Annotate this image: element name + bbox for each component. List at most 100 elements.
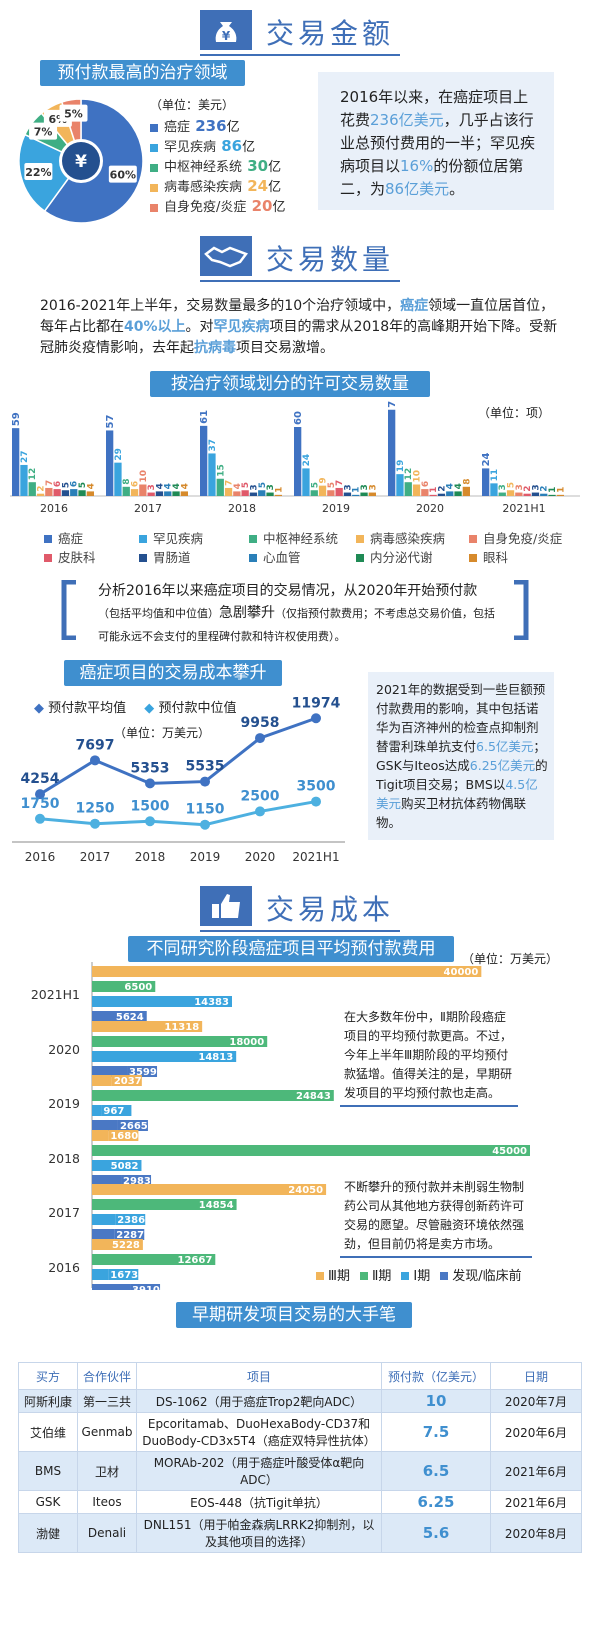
legend-name: 病毒感染疾病 [370, 531, 446, 546]
hbar-bar [92, 1269, 109, 1280]
line-point [200, 819, 210, 830]
license-bar [498, 492, 506, 496]
hbar-bar [92, 1021, 203, 1032]
license-bar-label: 12 [404, 468, 414, 481]
license-bar [274, 494, 282, 496]
hbar-y-tick: 2021H1 [31, 987, 80, 1002]
legend-swatch [359, 1272, 368, 1280]
table-cell: 艾伯维 [18, 1412, 78, 1452]
legend-swatch [249, 535, 257, 543]
amount-info-text: 2016年以来，在癌症项目上花费236亿美元，几乎占该行业总预付费用的一半；罕见… [340, 86, 540, 201]
line-point [35, 789, 45, 800]
legend-swatch [356, 554, 364, 562]
hbar-bar-label: 1680 [110, 1131, 138, 1142]
legend-swatch [139, 554, 147, 562]
table-row: BMS 卫材 MORAb-202（用于癌症叶酸受体α靶向ADC） 6.5 2021年6月 [18, 1451, 582, 1491]
license-bar [454, 491, 462, 496]
license-bar-label: 4 [446, 483, 456, 489]
table-cell: Iteos [77, 1490, 137, 1514]
license-bar [164, 491, 172, 496]
pie-slice-label: 60% [110, 169, 136, 182]
pie-unit: （单位：美元） [150, 98, 235, 112]
hbar-bar [92, 1011, 147, 1022]
hbar-label-bg [108, 1269, 139, 1280]
quote-t4: （仅指预付款费用；不考虑总交易价值，包括可能永远不会支付的里程碑付款和特许权使用… [98, 607, 495, 643]
license-bar-label: 3 [147, 484, 157, 490]
legend-name: 发现/临床前 [452, 1269, 522, 1284]
table-cell: MORAb-202（用于癌症叶酸受体α靶向ADC） [136, 1451, 382, 1491]
legend-name: 中枢神经系统 [164, 160, 243, 175]
license-bar [139, 484, 147, 496]
hbar-bar [92, 1090, 334, 1101]
license-bar [70, 489, 78, 496]
hbar-bar-label: 12667 [177, 1255, 212, 1266]
section-title-text: 交易成本 [266, 893, 395, 926]
hbar-bar-label: 45000 [492, 1146, 527, 1157]
line-legend-mean: 预付款平均值 [48, 701, 127, 716]
license-legend-item: 心血管 [249, 547, 356, 566]
legend-unit: 亿 [268, 160, 282, 175]
legend-name: 罕见疾病 [153, 531, 204, 546]
line-point-label: 2500 [241, 788, 280, 804]
line-legend-median: 预付款中位值 [158, 701, 237, 716]
legend-name: 癌症 [164, 120, 191, 135]
license-bar [86, 491, 94, 496]
license-bar [61, 490, 70, 496]
license-unit: （单位：项） [478, 406, 551, 420]
license-bar-label: 6 [70, 481, 80, 487]
thumbs-up-icon [200, 886, 252, 926]
legend-value: 30 [242, 157, 269, 175]
hbar-label-bg [101, 1105, 132, 1116]
license-bar [241, 490, 249, 496]
legend-swatch [469, 554, 477, 562]
hbar-bar [92, 1145, 530, 1156]
legend-name: Ⅱ期 [371, 1269, 392, 1284]
license-x-tick: 2016 [40, 502, 68, 515]
line-info-v2: 6.25亿美元 [469, 758, 536, 773]
line-point-label: 5535 [186, 759, 225, 775]
table-cell: 2020年7月 [490, 1389, 582, 1413]
license-bar-label: 12 [28, 468, 38, 481]
hbar-bar-label: 6500 [124, 982, 152, 993]
license-bar-label: 4 [155, 483, 165, 489]
license-bar-label: 10 [413, 470, 423, 483]
license-bar-label: 29 [114, 448, 124, 461]
hbar-bar-label: 3599 [129, 1067, 157, 1078]
license-bar-label: 3 [531, 484, 541, 490]
section-title-count: 交易数量 [200, 236, 400, 282]
license-bar [224, 487, 233, 496]
license-bar [343, 492, 352, 496]
legend-swatch [44, 535, 52, 543]
table-cell: EOS-448（抗Tigit单抗） [136, 1490, 382, 1514]
money-bag-icon: ¥ [200, 10, 252, 50]
yen-icon: ¥ [75, 152, 87, 172]
amount-info-p4: 。 [449, 180, 465, 198]
pie-legend-item: 癌症 236亿 [150, 116, 310, 136]
pie-legend-item: 中枢神经系统 30亿 [150, 156, 310, 176]
legend-unit: 亿 [242, 140, 256, 155]
hbar-note-2: 不断攀升的预付款并未削弱生物制药公司从其他地方获得创新药许可交易的愿望。尽管融资… [340, 1176, 532, 1258]
hbar-label-bg [117, 1120, 148, 1131]
table-cell: DNL151（用于帕金森病LRRK2抑制剂，以及其他项目的选择） [136, 1513, 382, 1553]
table-header-buyer: 买方 [18, 1362, 78, 1390]
license-bar-label: 3 [368, 484, 378, 490]
license-bar-label: 27 [20, 450, 30, 463]
table-row: 阿斯利康 第一三共 DS-1062（用于癌症Trop2靶向ADC） 10 2020年7月 [18, 1389, 582, 1413]
license-bar [396, 474, 404, 496]
license-bar-label: 4 [454, 483, 464, 489]
table-row: 艾伯维 Genmab Epcoritamab、DuoHexaBody-CD37和Du… [18, 1412, 582, 1452]
table-cell: Denali [77, 1513, 137, 1553]
hbar-bar [92, 1175, 122, 1186]
legend-swatch [249, 554, 257, 562]
license-legend-item: 癌症 [44, 528, 139, 547]
license-legend-item: 皮肤科 [44, 547, 139, 566]
legend-swatch [316, 1272, 324, 1280]
license-bar [360, 492, 368, 496]
table-cell: 2021年6月 [490, 1451, 582, 1491]
line-point-label: 5353 [131, 760, 170, 776]
license-bar [437, 493, 446, 496]
hbar-bar-label: 2287 [116, 1230, 144, 1241]
license-bar [310, 490, 318, 496]
hbar-bar [92, 1229, 115, 1240]
table-cell: GSK [18, 1490, 78, 1514]
